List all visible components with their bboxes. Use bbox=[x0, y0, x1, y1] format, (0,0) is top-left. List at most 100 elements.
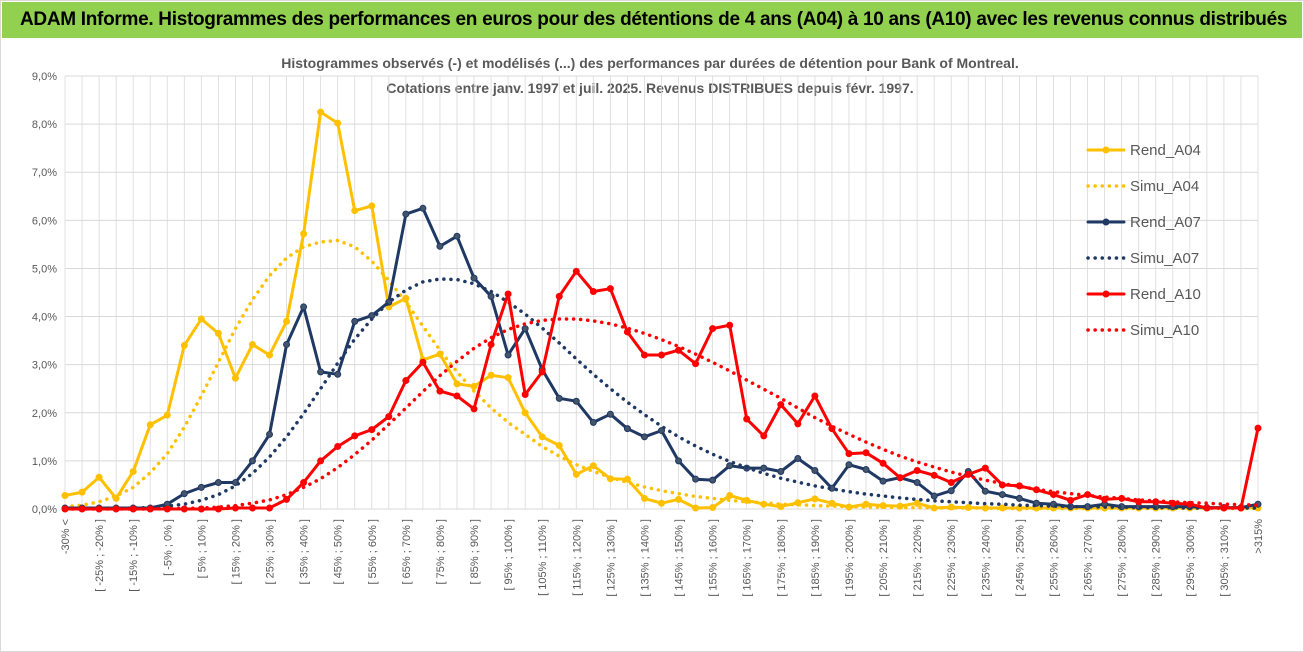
data-point bbox=[623, 475, 631, 483]
data-point bbox=[811, 467, 819, 475]
y-tick-label: 9,0% bbox=[32, 71, 57, 83]
data-point bbox=[402, 377, 410, 385]
data-point bbox=[572, 267, 580, 275]
data-point bbox=[1135, 498, 1143, 506]
series-simu-a10 bbox=[63, 317, 1260, 511]
data-point bbox=[675, 346, 683, 354]
data-point bbox=[180, 490, 188, 498]
data-point bbox=[95, 473, 103, 481]
data-point bbox=[794, 454, 802, 462]
data-point bbox=[283, 317, 291, 325]
data-point bbox=[266, 504, 274, 512]
data-point bbox=[692, 360, 700, 368]
x-tick-label: [ 165% ; 170% ] bbox=[742, 519, 754, 597]
data-point bbox=[334, 119, 342, 127]
data-point bbox=[436, 242, 444, 250]
data-point bbox=[248, 504, 256, 512]
data-point bbox=[930, 492, 938, 500]
data-point bbox=[811, 495, 819, 503]
data-point bbox=[777, 401, 785, 409]
x-tick-label: [ 125% ; 130% ] bbox=[605, 519, 617, 597]
data-point bbox=[129, 467, 137, 475]
x-tick-label: [ 225% ; 230% ] bbox=[946, 519, 958, 597]
data-point bbox=[692, 504, 700, 512]
data-point bbox=[334, 370, 342, 378]
x-tick-label: [ -25% ; -20% ] bbox=[94, 519, 106, 592]
grid-lines bbox=[64, 75, 1259, 510]
legend-label: Rend_A10 bbox=[1130, 286, 1201, 303]
data-point bbox=[794, 420, 802, 428]
data-point bbox=[61, 492, 69, 500]
data-point bbox=[248, 340, 256, 348]
data-point bbox=[317, 108, 325, 116]
x-tick-label: [ 155% ; 160% ] bbox=[708, 519, 720, 597]
data-point bbox=[385, 413, 393, 421]
data-point bbox=[930, 471, 938, 479]
x-tick-label: [ 295% ; 300% ] bbox=[1185, 519, 1197, 597]
data-point bbox=[658, 351, 665, 359]
data-point bbox=[266, 430, 274, 438]
legend-marker bbox=[1102, 218, 1110, 226]
x-tick-label: [ 25% ; 30% ] bbox=[265, 519, 277, 584]
data-point bbox=[504, 374, 512, 382]
x-tick-label: [ 305% ; 310% ] bbox=[1219, 519, 1231, 597]
x-tick-label: [ 205% ; 210% ] bbox=[878, 519, 890, 597]
data-point bbox=[78, 488, 86, 496]
legend: Rend_A04 Simu_A04 Rend_A07 Simu_A07 Rend_A10… bbox=[1086, 142, 1201, 339]
x-tick-label: [ 65% ; 70% ] bbox=[401, 519, 413, 584]
data-point bbox=[214, 479, 222, 487]
data-point bbox=[521, 390, 529, 398]
data-point bbox=[504, 351, 512, 359]
data-point bbox=[436, 387, 444, 395]
data-point bbox=[828, 499, 836, 507]
data-point bbox=[334, 442, 342, 450]
legend-label: Rend_A04 bbox=[1130, 142, 1201, 159]
data-point bbox=[726, 321, 734, 329]
legend-label: Simu_A10 bbox=[1130, 322, 1199, 339]
data-point bbox=[453, 392, 461, 400]
x-tick-label: [ 175% ; 180% ] bbox=[776, 519, 788, 597]
data-point bbox=[555, 441, 563, 449]
legend-item: Simu_A07 bbox=[1086, 250, 1199, 267]
data-point bbox=[1254, 424, 1262, 432]
x-tick-label: [ 215% ; 220% ] bbox=[912, 519, 924, 597]
data-point bbox=[300, 479, 308, 487]
x-tick-label: >315% bbox=[1253, 519, 1265, 554]
data-point bbox=[419, 358, 427, 366]
legend-item: Rend_A07 bbox=[1086, 214, 1201, 231]
report-title: ADAM Informe. Histogrammes des performan… bbox=[20, 9, 1288, 30]
data-point bbox=[709, 325, 717, 333]
data-point bbox=[1220, 504, 1228, 512]
data-point bbox=[606, 410, 614, 418]
data-point bbox=[146, 421, 154, 429]
x-tick-label: [ 195% ; 200% ] bbox=[844, 519, 856, 597]
data-point bbox=[640, 433, 648, 441]
data-point bbox=[845, 461, 853, 469]
chart-title-line-1: Histogrammes observés (-) et modélisés (… bbox=[281, 55, 1019, 71]
data-point bbox=[248, 457, 256, 465]
data-point bbox=[470, 405, 478, 413]
data-point bbox=[675, 495, 683, 503]
data-point bbox=[521, 325, 529, 333]
data-point bbox=[283, 495, 291, 503]
data-point bbox=[317, 457, 325, 465]
data-point bbox=[589, 418, 597, 426]
data-point bbox=[879, 459, 887, 467]
chart-title-line-2: Cotations entre janv. 1997 et juil. 2025… bbox=[386, 80, 913, 96]
data-point bbox=[487, 340, 495, 348]
data-point bbox=[981, 487, 989, 495]
x-tick-label: [ 235% ; 240% ] bbox=[980, 519, 992, 597]
data-point bbox=[845, 450, 853, 458]
data-point bbox=[555, 394, 563, 402]
data-point bbox=[998, 491, 1006, 499]
x-tick-label: [ 265% ; 270% ] bbox=[1083, 519, 1095, 597]
data-point bbox=[879, 477, 887, 485]
y-axis-ticks: 0,0% 1,0% 2,0% 3,0% 4,0% 5,0% 6,0% 7,0% 8,0% 9,0% bbox=[32, 71, 57, 516]
series-line bbox=[63, 317, 1260, 511]
data-point bbox=[623, 425, 631, 433]
data-point bbox=[521, 409, 529, 417]
y-tick-label: 0,0% bbox=[32, 504, 57, 516]
data-point bbox=[913, 467, 921, 475]
data-point bbox=[658, 499, 665, 507]
data-point bbox=[470, 382, 478, 390]
